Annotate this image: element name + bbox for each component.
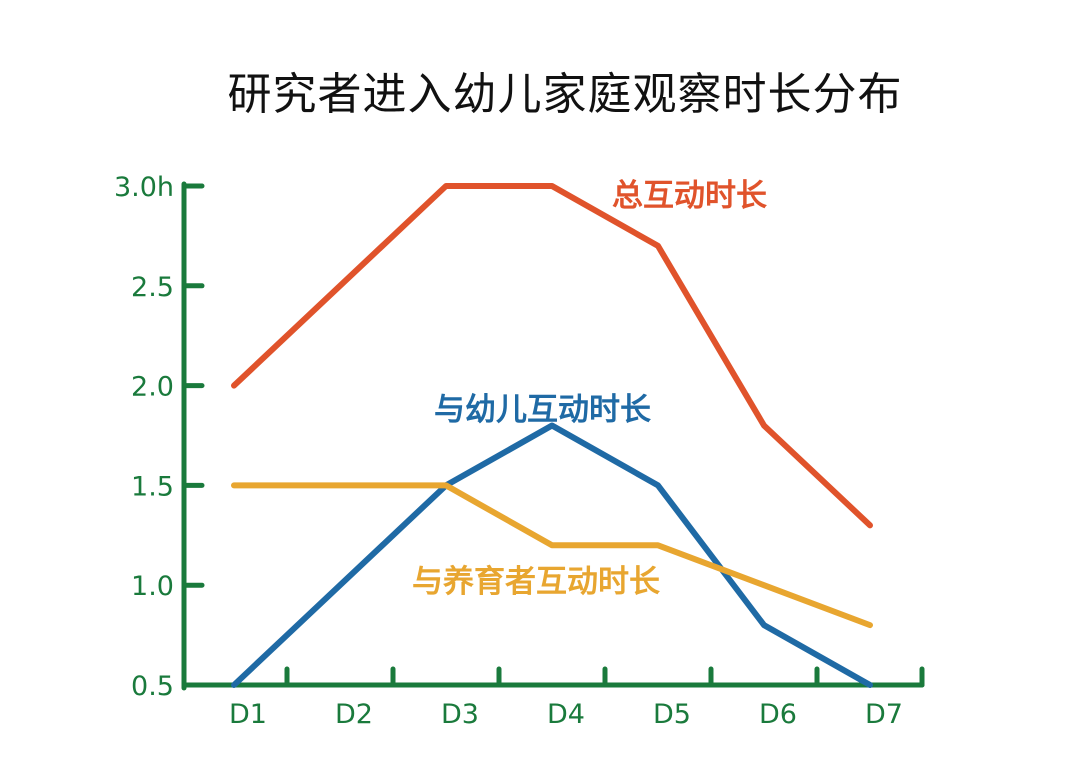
- x-tick-label: D5: [653, 699, 691, 730]
- axes: [181, 181, 925, 691]
- x-tick-label: D1: [229, 699, 267, 730]
- y-tick-label: 0.5: [131, 671, 174, 702]
- x-tick-label: D2: [335, 699, 373, 730]
- y-tick-label: 1.0: [131, 571, 174, 602]
- x-tick-label: D3: [441, 699, 479, 730]
- x-tick-label: D6: [759, 699, 797, 730]
- y-tick-label: 2.5: [131, 272, 174, 303]
- series-label-1: 与幼儿互动时长: [434, 392, 651, 428]
- y-tick-label: 1.5: [131, 471, 174, 502]
- ticks: 0.5 1.0 1.5 2.0 2.5 3.0h D1 D2 D3 D4 D5 D6 D7: [114, 172, 903, 730]
- series-lines: [231, 183, 873, 688]
- x-tick-label: D7: [865, 699, 903, 730]
- chart-title: 研究者进入幼儿家庭观察时长分布: [227, 69, 903, 120]
- series-line-1: [231, 422, 873, 688]
- series-label-2: 与养育者互动时长: [412, 564, 660, 600]
- series-line-0: [231, 183, 873, 529]
- series-label-0: 总互动时长: [612, 178, 767, 214]
- series-line-2: [231, 482, 873, 629]
- x-tick-label: D4: [547, 699, 585, 730]
- y-tick-label: 2.0: [131, 372, 174, 403]
- y-tick-label: 3.0h: [114, 172, 174, 203]
